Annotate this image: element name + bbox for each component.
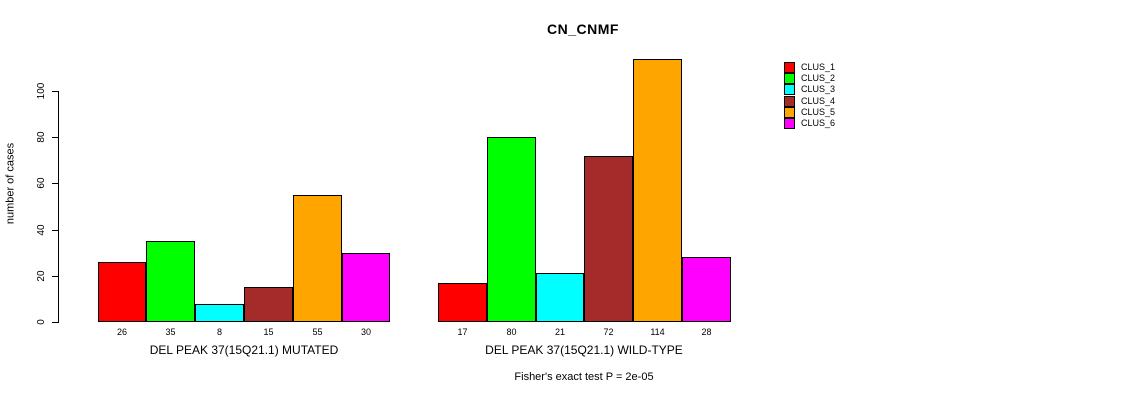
y-tick-label: 0 xyxy=(36,319,47,325)
bar-clus_1-group2 xyxy=(438,283,487,322)
y-tick xyxy=(52,230,58,231)
bar-value-label: 8 xyxy=(216,327,222,337)
bar-clus_6-group2 xyxy=(682,257,731,322)
legend-item-clus_2: CLUS_2 xyxy=(784,73,836,85)
y-tick xyxy=(52,183,58,184)
bar-value-label: 28 xyxy=(701,327,712,337)
bar-value-label: 72 xyxy=(603,327,614,337)
y-tick-label: 20 xyxy=(36,270,47,282)
legend-label: CLUS_5 xyxy=(801,106,836,117)
y-tick xyxy=(52,322,58,323)
legend-label: CLUS_1 xyxy=(801,62,836,73)
legend-swatch xyxy=(784,106,795,118)
legend-label: CLUS_3 xyxy=(801,84,836,95)
legend-swatch xyxy=(784,62,795,74)
fisher-test-note: Fisher's exact test P = 2e-05 xyxy=(514,371,654,383)
group-label-2: DEL PEAK 37(15Q21.1) WILD-TYPE xyxy=(485,343,683,357)
y-tick-label: 100 xyxy=(36,82,47,100)
y-axis-line xyxy=(58,91,59,323)
bar-clus_2-group2 xyxy=(487,137,536,322)
bar-clus_1-group1 xyxy=(98,262,146,322)
legend-item-clus_6: CLUS_6 xyxy=(784,118,836,130)
bar-clus_5-group1 xyxy=(293,195,342,322)
y-tick-label: 60 xyxy=(36,177,47,189)
y-tick xyxy=(52,137,58,138)
bar-value-label: 55 xyxy=(312,327,323,337)
legend-swatch xyxy=(784,118,795,130)
bar-clus_6-group1 xyxy=(342,253,390,322)
bar-value-label: 114 xyxy=(650,327,665,337)
bar-value-label: 17 xyxy=(457,327,468,337)
y-tick xyxy=(52,276,58,277)
legend-swatch xyxy=(784,84,795,96)
bar-clus_3-group2 xyxy=(536,273,584,322)
legend-label: CLUS_2 xyxy=(801,73,836,84)
group-label-1: DEL PEAK 37(15Q21.1) MUTATED xyxy=(149,343,339,357)
y-axis-label: number of cases xyxy=(4,142,17,225)
legend-item-clus_5: CLUS_5 xyxy=(784,106,836,118)
bar-clus_3-group1 xyxy=(195,304,244,322)
legend-swatch xyxy=(784,73,795,85)
bar-value-label: 30 xyxy=(360,327,371,337)
bar-value-label: 21 xyxy=(554,327,565,337)
bar-value-label: 15 xyxy=(263,327,274,337)
legend: CLUS_1 CLUS_2 CLUS_3 CLUS_4 CLUS_5 CLUS_6 xyxy=(784,62,836,130)
y-tick-label: 40 xyxy=(36,224,47,236)
bar-value-label: 35 xyxy=(165,327,176,337)
bar-clus_4-group2 xyxy=(584,156,633,322)
legend-swatch xyxy=(784,95,795,107)
legend-item-clus_3: CLUS_3 xyxy=(784,84,836,96)
y-tick-label: 80 xyxy=(36,131,47,143)
legend-label: CLUS_4 xyxy=(801,95,836,106)
legend-item-clus_4: CLUS_4 xyxy=(784,95,836,107)
legend-label: CLUS_6 xyxy=(801,118,836,129)
bar-value-label: 80 xyxy=(506,327,517,337)
bar-clus_5-group2 xyxy=(633,59,682,322)
bar-value-label: 26 xyxy=(116,327,127,337)
bar-clus_2-group1 xyxy=(146,241,195,322)
chart-title: CN_CNMF xyxy=(547,21,619,37)
bar-clus_4-group1 xyxy=(244,287,293,322)
legend-item-clus_1: CLUS_1 xyxy=(784,62,836,74)
y-tick xyxy=(52,91,58,92)
